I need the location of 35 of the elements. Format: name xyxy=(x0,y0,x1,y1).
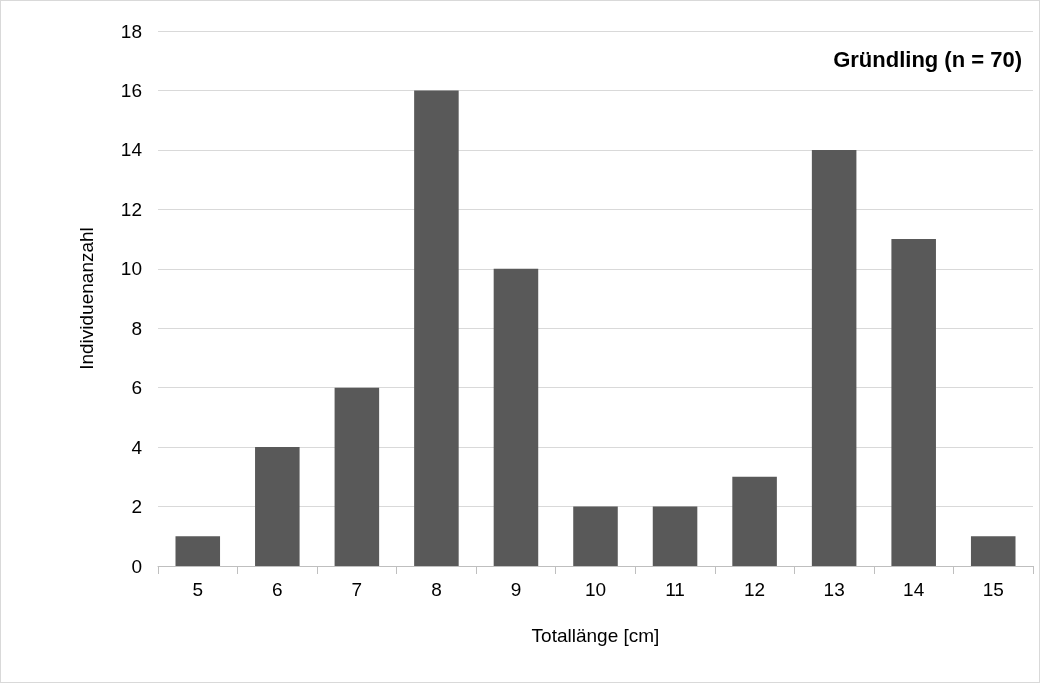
y-tick-label: 0 xyxy=(131,555,142,577)
x-tick-label: 15 xyxy=(982,579,1004,600)
bar xyxy=(573,506,618,566)
x-tick-label: 7 xyxy=(351,579,363,600)
x-tick-label: 11 xyxy=(665,579,685,600)
bar xyxy=(255,447,300,566)
y-tick-label: 18 xyxy=(120,20,142,42)
bar xyxy=(811,149,857,566)
bar xyxy=(334,387,380,566)
y-tick-label: 10 xyxy=(120,258,142,280)
x-tick-label: 5 xyxy=(192,579,204,600)
x-tick-label: 9 xyxy=(510,579,522,600)
y-tick-label: 14 xyxy=(120,139,143,161)
x-tick-label: 10 xyxy=(584,579,607,600)
text: Gründling (n = 70) xyxy=(833,46,1023,72)
bar xyxy=(891,239,936,566)
y-tick-label: 6 xyxy=(131,377,142,399)
x-tick-label: 13 xyxy=(823,579,845,600)
x-tick-label: 8 xyxy=(431,579,442,600)
bar xyxy=(414,90,459,566)
y-tick-label: 2 xyxy=(131,496,142,518)
y-tick-label: 8 xyxy=(131,317,142,339)
bar xyxy=(652,506,698,566)
x-axis-title: Totallänge [cm] xyxy=(531,625,660,646)
y-axis-title: Individuenanzahl xyxy=(76,227,97,370)
bar xyxy=(970,536,1016,566)
bar xyxy=(175,536,221,566)
x-tick-label: 14 xyxy=(903,579,925,600)
bar xyxy=(732,476,777,566)
bar xyxy=(493,268,539,566)
x-tick-label: 12 xyxy=(744,579,766,600)
y-tick-label: 4 xyxy=(131,436,143,458)
x-tick-label: 6 xyxy=(272,579,283,600)
y-tick-label: 16 xyxy=(120,79,142,101)
y-tick-label: 12 xyxy=(120,198,142,220)
